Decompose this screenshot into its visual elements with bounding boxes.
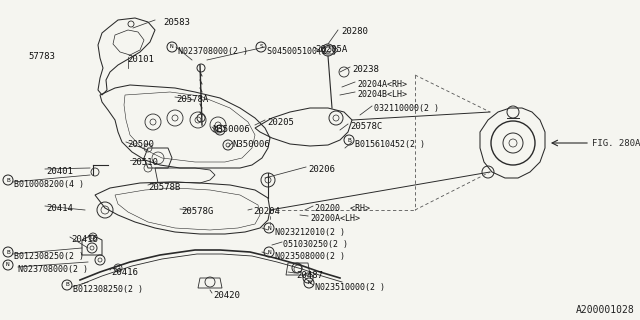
Text: S045005100(2 ): S045005100(2 )	[267, 47, 337, 56]
Text: N: N	[6, 262, 10, 268]
Text: 20204: 20204	[253, 207, 280, 216]
Text: B012308250(2 ): B012308250(2 )	[73, 285, 143, 294]
Text: 20583: 20583	[163, 18, 190, 27]
Text: 20205: 20205	[267, 118, 294, 127]
Text: N023212010(2 ): N023212010(2 )	[275, 228, 345, 237]
Text: N350006: N350006	[232, 140, 269, 149]
Text: FIG. 280A: FIG. 280A	[592, 139, 640, 148]
Text: 20578B: 20578B	[148, 183, 180, 192]
Text: 20101: 20101	[127, 55, 154, 64]
Text: 57783: 57783	[28, 52, 55, 61]
Text: 20401: 20401	[46, 167, 73, 176]
Text: 20200  <RH>: 20200 <RH>	[315, 204, 370, 213]
Text: N023510000(2 ): N023510000(2 )	[315, 283, 385, 292]
Text: 20204A<RH>: 20204A<RH>	[357, 80, 407, 89]
Text: 20200A<LH>: 20200A<LH>	[310, 214, 360, 223]
Text: B010008200(4 ): B010008200(4 )	[14, 180, 84, 189]
Text: B: B	[6, 250, 10, 254]
Text: 20416: 20416	[71, 235, 98, 244]
Text: 20500: 20500	[127, 140, 154, 149]
Text: B: B	[65, 283, 69, 287]
Text: B: B	[347, 138, 351, 142]
Text: N: N	[307, 281, 311, 285]
Text: B015610452(2 ): B015610452(2 )	[355, 140, 425, 149]
Text: B012308250(2 ): B012308250(2 )	[14, 252, 84, 261]
Text: N023708000(2 ): N023708000(2 )	[178, 47, 248, 56]
Text: B: B	[6, 178, 10, 182]
Text: 20204B<LH>: 20204B<LH>	[357, 90, 407, 99]
Text: 20414: 20414	[46, 204, 73, 213]
Text: 20205A: 20205A	[315, 45, 348, 54]
Text: 20206: 20206	[308, 165, 335, 174]
Text: 20420: 20420	[213, 291, 240, 300]
Text: N023708000(2 ): N023708000(2 )	[18, 265, 88, 274]
Text: 20280: 20280	[341, 27, 368, 36]
Text: 20238: 20238	[352, 65, 379, 74]
Text: 032110000(2 ): 032110000(2 )	[374, 104, 439, 113]
Text: N: N	[267, 226, 271, 230]
Text: N: N	[267, 250, 271, 254]
Text: 20487: 20487	[296, 271, 323, 280]
Text: N: N	[170, 44, 174, 50]
Text: N350006: N350006	[212, 125, 250, 134]
Text: N023508000(2 ): N023508000(2 )	[275, 252, 345, 261]
Text: 20510: 20510	[131, 158, 158, 167]
Text: 20578G: 20578G	[181, 207, 213, 216]
Text: A200001028: A200001028	[576, 305, 635, 315]
Text: 051030250(2 ): 051030250(2 )	[283, 240, 348, 249]
Text: 20578C: 20578C	[350, 122, 382, 131]
Text: 20416: 20416	[111, 268, 138, 277]
Text: S: S	[259, 44, 263, 50]
Text: 20578A: 20578A	[176, 95, 208, 104]
